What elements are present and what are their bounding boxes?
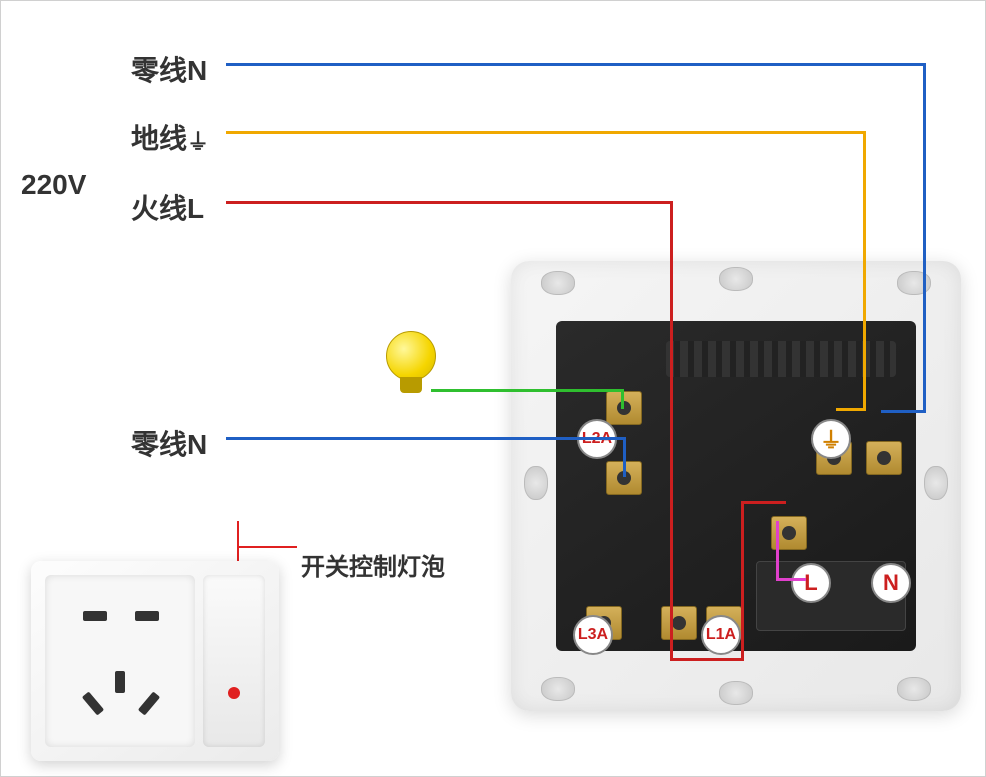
wire-internal-live-h2: [670, 658, 744, 661]
wire-live-h: [226, 201, 673, 204]
wire-neutral-bot-h: [226, 437, 626, 440]
voltage-label: 220V: [21, 169, 86, 201]
terminal-n: [866, 441, 902, 475]
badge-n: N: [871, 563, 911, 603]
terminal-l1a-b: [661, 606, 697, 640]
wire-internal-live-v: [741, 501, 744, 661]
socket-front-panel: [31, 561, 279, 761]
bulb-glass: [386, 331, 436, 381]
screw-hole: [541, 677, 575, 701]
switch-caption: 开关控制灯泡: [301, 547, 445, 582]
wire-label-ground: 地线⏚: [131, 117, 209, 157]
slot-3p-l: [82, 691, 104, 715]
wire-ground-v: [863, 131, 866, 411]
wire-live-v: [670, 201, 673, 661]
badge-l1a: L1A: [701, 615, 741, 655]
screw-hole: [719, 267, 753, 291]
wire-ground-h2: [836, 408, 866, 411]
wire-neutral-bot-v: [623, 437, 626, 477]
badge-l3a: L3A: [573, 615, 613, 655]
wire-ground-h: [226, 131, 866, 134]
wire-internal-pink-v: [776, 521, 779, 581]
wire-neutral-top-v: [923, 63, 926, 413]
badge-ground: ⏚: [811, 419, 851, 459]
wire-bulb-v: [621, 389, 624, 409]
slot-2p-r: [135, 611, 159, 621]
rocker-switch[interactable]: [203, 575, 265, 747]
wire-neutral-top-h2: [881, 410, 926, 413]
badge-l: L: [791, 563, 831, 603]
terminal-l2a: [606, 391, 642, 425]
wire-label-neutral-bottom: 零线N: [131, 423, 207, 463]
wire-label-live: 火线L: [131, 187, 204, 227]
wire-internal-pink-h: [776, 578, 806, 581]
slot-3p-ground: [115, 671, 125, 693]
lightbulb-icon: [381, 331, 441, 391]
screw-hole: [541, 271, 575, 295]
screw-hole: [719, 681, 753, 705]
screw-hole: [897, 677, 931, 701]
wire-bulb-h: [431, 389, 624, 392]
socket-face: [45, 575, 195, 747]
wire-internal-live-h: [741, 501, 786, 504]
bulb-base: [400, 377, 422, 393]
switch-indicator-dot: [228, 687, 240, 699]
screw-hole: [524, 466, 548, 500]
wire-neutral-top-h: [226, 63, 926, 66]
screw-hole: [924, 466, 948, 500]
slot-2p-l: [83, 611, 107, 621]
slot-3p-r: [138, 691, 160, 715]
ground-symbol-inline: ⏚: [187, 130, 209, 155]
body-rib: [666, 341, 896, 377]
socket-inner-body: [556, 321, 916, 651]
ground-label-text: 地线: [131, 123, 187, 154]
wire-label-neutral-top: 零线N: [131, 49, 207, 89]
switch-indicator-line-h: [237, 546, 297, 548]
